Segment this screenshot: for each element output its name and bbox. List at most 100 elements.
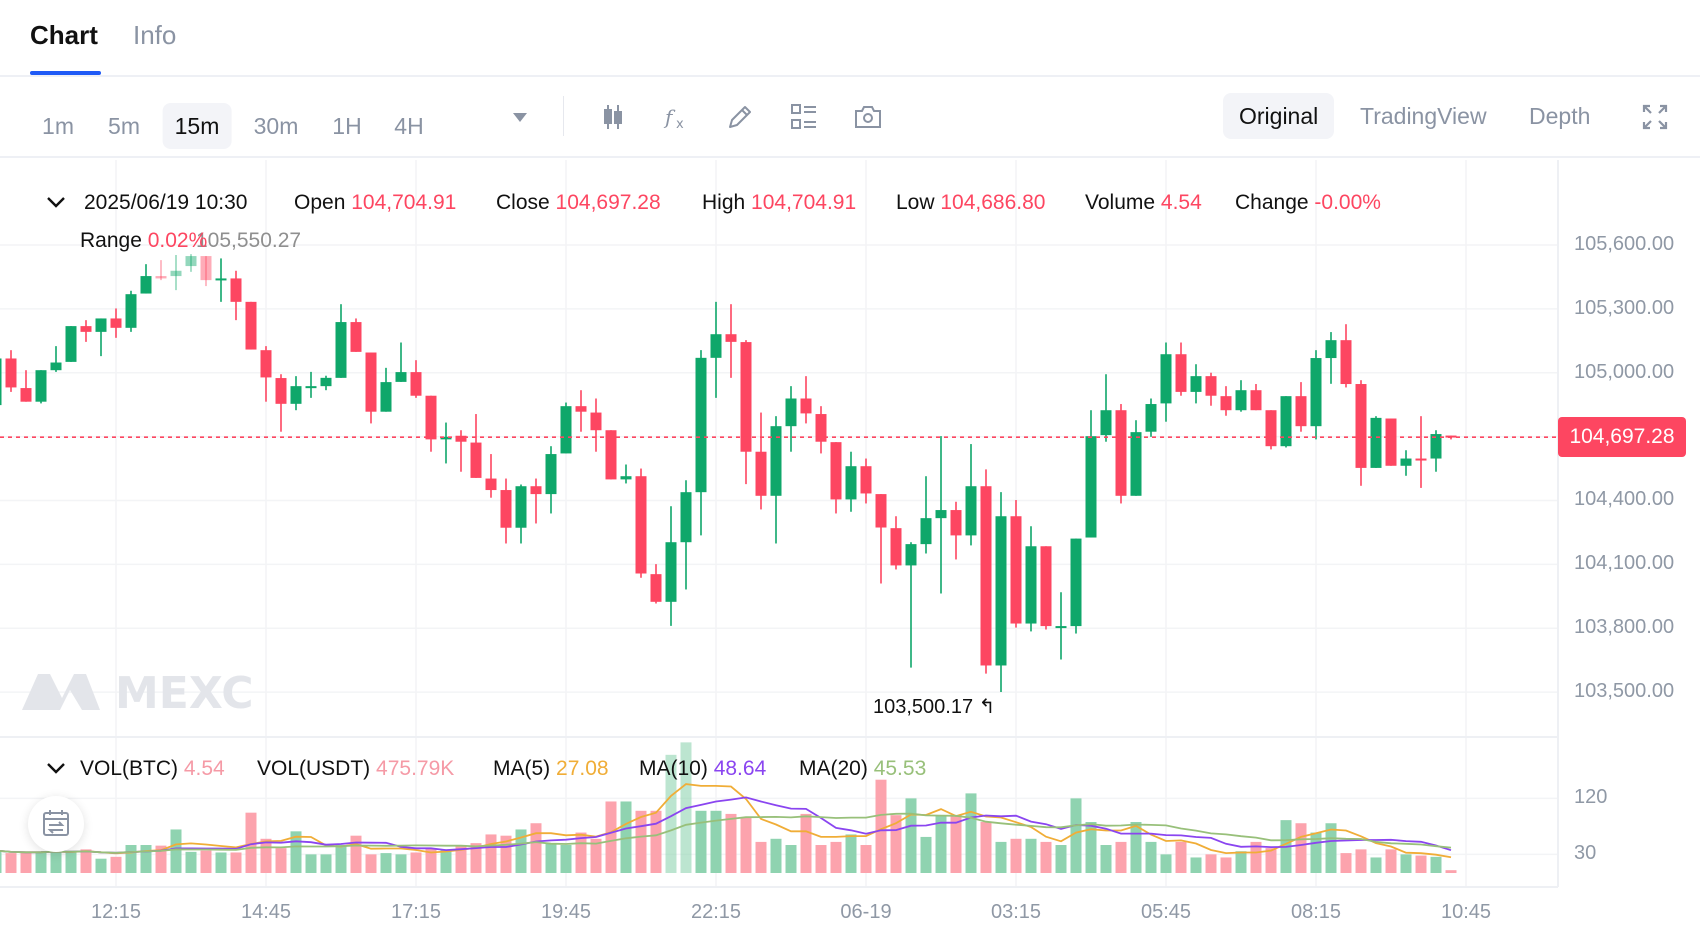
volume-bar [725, 813, 737, 873]
volume-bar [815, 845, 827, 873]
screenshot-camera-icon[interactable] [853, 102, 883, 132]
volume-bar [380, 853, 392, 873]
timeframe-30m[interactable]: 30m [253, 113, 299, 139]
price-tick-label: 105,000.00 [1574, 360, 1675, 383]
timeframe-15m[interactable]: 15m [162, 103, 232, 149]
close-label: Close [496, 191, 550, 214]
svg-text:x: x [676, 117, 684, 132]
volume-bar [770, 838, 782, 873]
timeframe-5m[interactable]: 5m [108, 113, 140, 139]
volume-bar [1070, 798, 1082, 873]
collapse-chevron-icon[interactable] [45, 194, 67, 210]
view-original[interactable]: Original [1223, 93, 1335, 139]
go-to-date-button[interactable] [28, 796, 84, 852]
timeframe-4h[interactable]: 4H [394, 113, 424, 139]
ma20-line [0, 812, 1452, 854]
candle-body [320, 377, 332, 387]
candle-body [380, 382, 392, 412]
volume-bar [665, 754, 677, 873]
volume-bar [245, 812, 257, 873]
volume-tick-label: 120 [1574, 786, 1608, 809]
candle-body [455, 435, 467, 442]
volume-bar [1205, 854, 1217, 873]
candle-body [1220, 396, 1232, 411]
candle-body [995, 516, 1007, 666]
volume-bar [125, 845, 137, 873]
max-price-marker: 105,550.27 [196, 229, 302, 252]
candlestick-type-icon[interactable] [598, 102, 628, 132]
candle-body [755, 451, 767, 496]
timeframe-1m[interactable]: 1m [42, 113, 74, 139]
price-tick-label: 104,400.00 [1574, 488, 1675, 511]
fullscreen-icon[interactable] [1640, 102, 1670, 132]
volume-bar [1415, 855, 1427, 873]
layout-grid-icon[interactable] [789, 102, 819, 132]
candle-body [290, 386, 302, 404]
volume-bar [1190, 857, 1202, 873]
volume-bar [695, 810, 707, 873]
candle-body [0, 358, 2, 406]
candle-body [830, 442, 842, 500]
volume-bar [1355, 849, 1367, 873]
volume-bar [1025, 838, 1037, 873]
volume-bar [1220, 857, 1232, 873]
volume-value: 4.54 [1160, 191, 1202, 214]
volume-bar [440, 849, 452, 873]
open-label: Open [294, 191, 346, 214]
timeframe-1h[interactable]: 1H [332, 113, 362, 139]
candle-body [800, 398, 812, 414]
volume-bar [305, 854, 317, 873]
volume-bar [290, 831, 302, 873]
candle-body [740, 342, 752, 452]
candle-body [1340, 340, 1352, 385]
volume-bar [575, 832, 587, 873]
candle-body [1115, 410, 1127, 496]
volume-bar [275, 848, 287, 873]
mexc-watermark-logo: MEXC [22, 670, 254, 712]
volume-bar [1010, 838, 1022, 873]
candle-body [935, 510, 947, 519]
candle-body [20, 388, 32, 402]
low-price-annotation: 103,500.17 ↰ [873, 694, 995, 719]
candle-body [860, 466, 872, 494]
volume-collapse-chevron-icon[interactable] [45, 760, 67, 776]
candle-body [980, 486, 992, 666]
volume-bar [1310, 832, 1322, 873]
volume-bar [1160, 854, 1172, 873]
more-timeframes-dropdown-icon[interactable] [505, 102, 535, 132]
candle-body [950, 510, 962, 536]
time-tick-label: 12:15 [90, 901, 142, 923]
volume-bar [1235, 851, 1247, 873]
candle-body [1040, 546, 1052, 627]
candle-datetime: 2025/06/19 10:30 [84, 191, 248, 214]
view-tradingview[interactable]: TradingView [1360, 103, 1487, 129]
price-tick-label: 104,100.00 [1574, 552, 1675, 575]
candle-body [530, 486, 542, 495]
candle-body [80, 326, 92, 332]
candle-body [110, 318, 122, 328]
candle-body [965, 486, 977, 536]
time-tick-label: 08:15 [1290, 901, 1342, 923]
candle-body [1190, 376, 1202, 392]
low-annotation-arrow-icon: ↰ [978, 696, 996, 718]
candle-body [365, 352, 377, 412]
candle-body [1085, 436, 1097, 538]
volume-bar [395, 854, 407, 873]
change-value: -0.00% [1314, 191, 1381, 214]
candle-body [575, 406, 587, 412]
last-price-tag: 104,697.28 [1558, 417, 1686, 457]
tab-chart[interactable]: Chart [30, 20, 98, 50]
candle-body [590, 412, 602, 431]
volume-bar [635, 810, 647, 873]
candle-body [1100, 410, 1112, 436]
view-depth[interactable]: Depth [1529, 103, 1591, 129]
volume-bar [1040, 841, 1052, 873]
volume-bar [965, 793, 977, 873]
volume-bar [485, 834, 497, 873]
candle-body [875, 494, 887, 528]
volume-bar [410, 852, 422, 873]
tab-info[interactable]: Info [133, 20, 177, 50]
drawing-pencil-icon[interactable] [725, 102, 755, 132]
